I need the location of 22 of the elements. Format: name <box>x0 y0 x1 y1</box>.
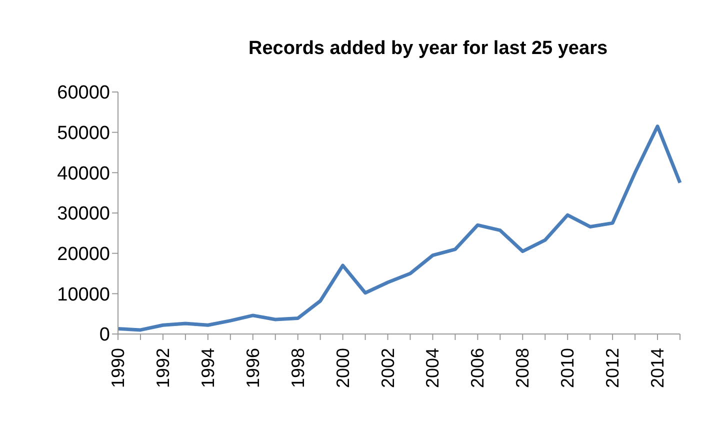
x-tick-label: 2008 <box>512 348 533 388</box>
x-tick-label: 1998 <box>288 348 308 388</box>
x-tick-label: 1990 <box>108 348 128 388</box>
y-tick-label: 40000 <box>57 163 110 184</box>
y-tick-label: 10000 <box>57 284 110 306</box>
x-tick-label: 2006 <box>468 348 488 388</box>
x-tick-label: 1992 <box>152 348 173 388</box>
x-tick-label: 1994 <box>198 348 218 388</box>
x-tick-label: 2004 <box>422 348 443 388</box>
y-tick-label: 20000 <box>57 244 110 266</box>
x-tick-label: 2012 <box>602 348 623 388</box>
x-tick-label: 2000 <box>332 348 353 388</box>
line-series <box>116 124 682 332</box>
y-tick-label: 30000 <box>57 204 110 225</box>
y-tick-label: 50000 <box>57 123 110 144</box>
x-tick-label: 1996 <box>242 348 263 388</box>
x-tick-label: 2014 <box>648 348 668 388</box>
chart-title: Records added by year for last 25 years <box>247 38 609 60</box>
x-tick-label: 2002 <box>378 348 398 388</box>
y-tick-label: 0 <box>99 324 110 346</box>
y-tick-label: 60000 <box>57 82 110 104</box>
x-tick-label: 2010 <box>558 348 578 388</box>
